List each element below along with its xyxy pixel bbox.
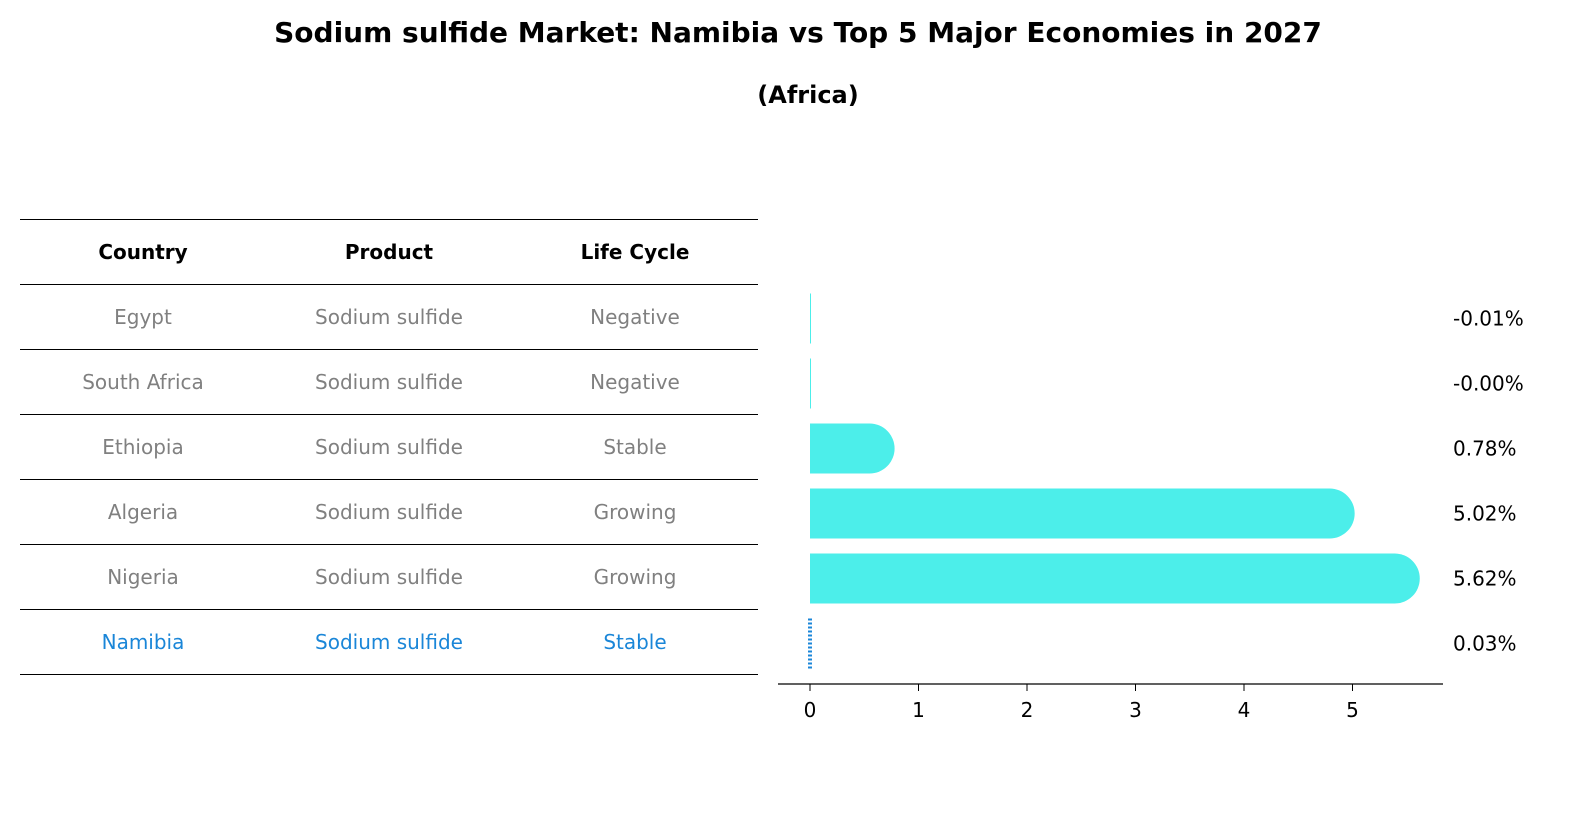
header-country: Country [20, 219, 266, 285]
cell-life-cycle: Stable [512, 609, 758, 675]
cell-product: Sodium sulfide [266, 544, 512, 610]
bar-value-label: 0.78% [1453, 437, 1517, 461]
cell-country: South Africa [20, 349, 266, 415]
cell-country: Namibia [20, 609, 266, 675]
cell-life-cycle: Growing [512, 479, 758, 545]
bar [810, 293, 811, 344]
cell-country: Algeria [20, 479, 266, 545]
x-tick-label: 2 [1021, 698, 1034, 722]
table-header-row: Country Product Life Cycle [20, 219, 758, 285]
x-tick-label: 3 [1129, 698, 1142, 722]
cell-product: Sodium sulfide [266, 479, 512, 545]
bar [810, 553, 1420, 604]
cell-country: Nigeria [20, 544, 266, 610]
table-row: Algeria Sodium sulfide Growing [20, 479, 758, 545]
table-row-highlight: Namibia Sodium sulfide Stable [20, 609, 758, 675]
bar-value-label: 5.02% [1453, 502, 1517, 526]
chart-title: Sodium sulfide Market: Namibia vs Top 5 … [274, 16, 1322, 49]
life-cycle-table: Country Product Life Cycle Egypt Sodium … [20, 219, 758, 675]
cell-product: Sodium sulfide [266, 349, 512, 415]
cell-life-cycle: Stable [512, 414, 758, 480]
cell-country: Ethiopia [20, 414, 266, 480]
header-product: Product [266, 219, 512, 285]
table-row: Ethiopia Sodium sulfide Stable [20, 414, 758, 480]
cell-life-cycle: Negative [512, 284, 758, 350]
chart-subtitle: (Africa) [757, 81, 859, 109]
cell-life-cycle: Growing [512, 544, 758, 610]
cell-country: Egypt [20, 284, 266, 350]
bar [810, 358, 811, 409]
bar-value-label: -0.00% [1453, 372, 1524, 396]
bar [810, 488, 1355, 539]
bar-value-label: -0.01% [1453, 307, 1524, 331]
cell-life-cycle: Negative [512, 349, 758, 415]
header-life-cycle: Life Cycle [512, 219, 758, 285]
bar-value-label: 5.62% [1453, 567, 1517, 591]
cell-product: Sodium sulfide [266, 609, 512, 675]
x-tick-label: 1 [912, 698, 925, 722]
cell-product: Sodium sulfide [266, 414, 512, 480]
x-tick-label: 5 [1346, 698, 1359, 722]
table-row: Nigeria Sodium sulfide Growing [20, 544, 758, 610]
cell-product: Sodium sulfide [266, 284, 512, 350]
x-tick-label: 4 [1238, 698, 1251, 722]
x-tick-label: 0 [804, 698, 817, 722]
bar [810, 423, 895, 474]
table-row: South Africa Sodium sulfide Negative [20, 349, 758, 415]
bar-value-label: 0.03% [1453, 632, 1517, 656]
table-row: Egypt Sodium sulfide Negative [20, 284, 758, 350]
